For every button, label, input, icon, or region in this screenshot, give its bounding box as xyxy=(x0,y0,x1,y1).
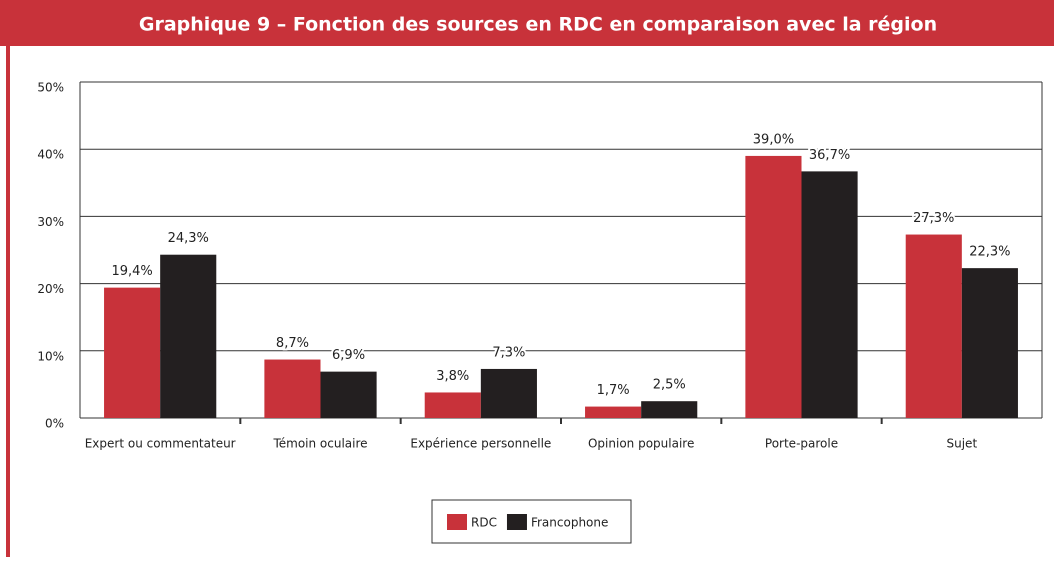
value-label: 39,0% xyxy=(753,132,794,147)
bar xyxy=(104,287,161,418)
y-tick-label: 0% xyxy=(45,417,64,431)
x-tick-label: Expérience personnelle xyxy=(410,437,551,451)
legend-swatch xyxy=(506,514,527,530)
bar xyxy=(480,368,537,418)
legend-label: RDC xyxy=(471,516,497,530)
bar xyxy=(641,401,698,418)
bar xyxy=(745,155,802,419)
x-tick-label: Sujet xyxy=(947,437,978,451)
value-label: 36,7% xyxy=(809,148,850,163)
value-label: 3,8% xyxy=(436,369,469,384)
y-tick-label: 10% xyxy=(37,349,64,363)
value-label: 24,3% xyxy=(168,231,209,246)
value-label: 27,3% xyxy=(913,211,954,226)
value-label: 2,5% xyxy=(653,378,686,393)
y-tick-label: 20% xyxy=(37,282,64,296)
bar xyxy=(424,392,481,418)
bar xyxy=(905,234,962,418)
bar xyxy=(160,254,217,418)
x-tick-label: Expert ou commentateur xyxy=(85,437,236,451)
bar xyxy=(801,171,858,418)
x-tick-label: Porte-parole xyxy=(765,437,838,451)
bar xyxy=(585,406,642,418)
bar xyxy=(320,371,377,418)
value-label: 1,7% xyxy=(597,383,630,398)
x-tick-label: Opinion populaire xyxy=(588,437,694,451)
y-tick-label: 30% xyxy=(37,215,64,229)
value-label: 19,4% xyxy=(111,264,152,279)
legend-label: Francophone xyxy=(531,516,608,530)
value-label: 7,3% xyxy=(492,345,525,360)
legend-swatch xyxy=(447,514,467,530)
y-tick-label: 50% xyxy=(37,81,64,95)
bar xyxy=(961,268,1018,418)
frame-border xyxy=(6,46,10,557)
value-label: 6,9% xyxy=(332,348,365,363)
title-bar xyxy=(0,0,1054,46)
value-label: 8,7% xyxy=(276,336,309,351)
y-tick-label: 40% xyxy=(37,148,64,162)
x-tick-label: Témoin oculaire xyxy=(272,437,367,451)
chart-title: Graphique 9 – Fonction des sources en RD… xyxy=(139,14,937,36)
value-label: 22,3% xyxy=(969,245,1010,260)
bar xyxy=(264,359,321,418)
